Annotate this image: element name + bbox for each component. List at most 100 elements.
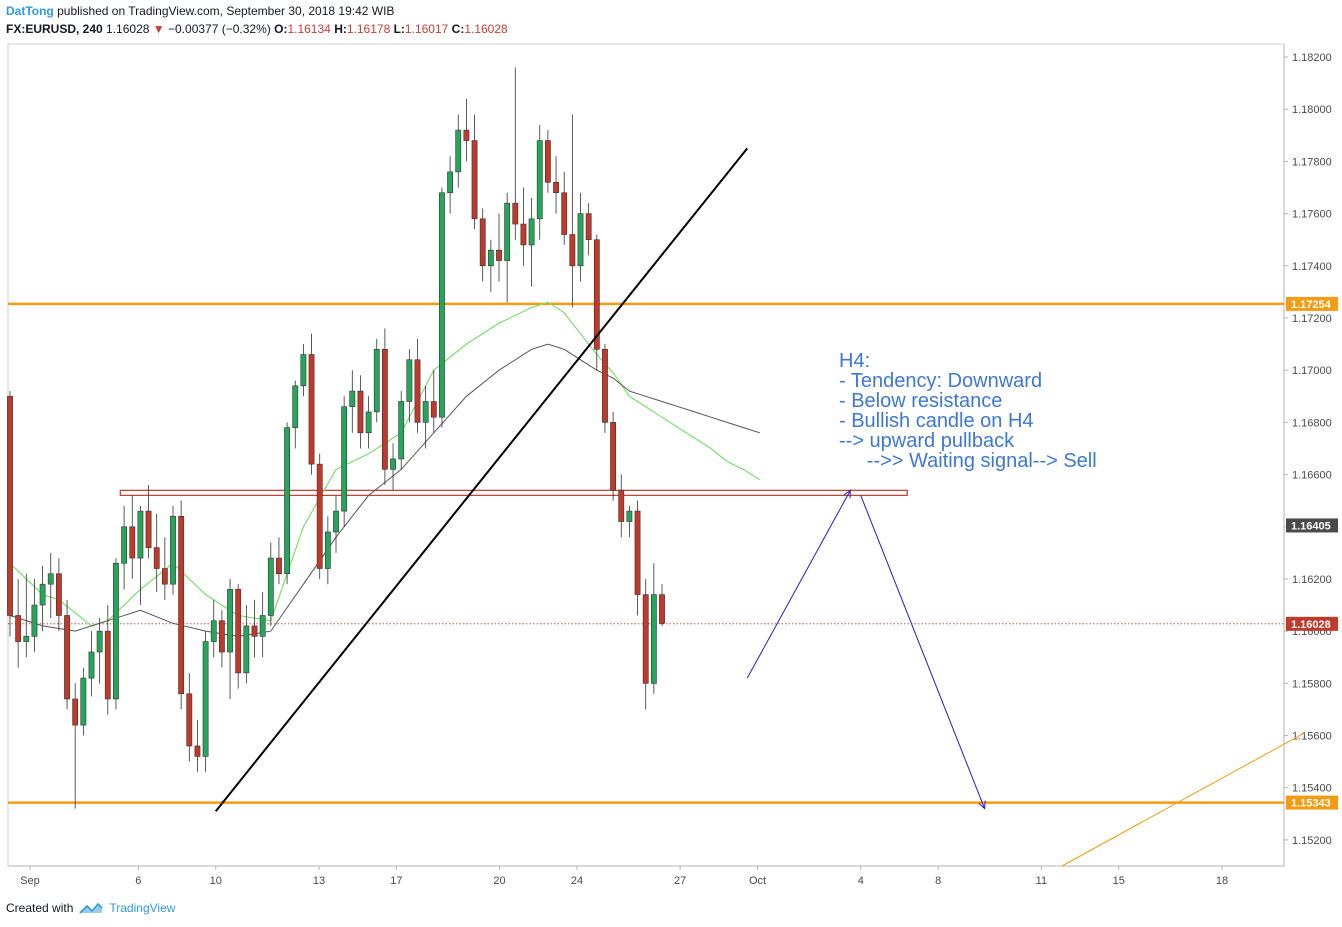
candle	[251, 599, 258, 658]
open-label: O:	[274, 22, 288, 36]
candle-body	[650, 594, 657, 684]
candle	[553, 156, 559, 214]
candle-body	[528, 218, 535, 246]
price-tick-label: 1.17400	[1292, 261, 1332, 273]
candle	[324, 516, 331, 585]
candle	[88, 631, 95, 697]
candle-body	[80, 677, 87, 726]
sell-arrowhead-icon	[978, 800, 986, 810]
time-tick-label: 24	[571, 875, 583, 887]
candle-body	[357, 390, 364, 434]
candle-body	[512, 202, 519, 225]
candle-body	[194, 745, 201, 757]
sell-arrow-line	[860, 495, 986, 809]
candle-body	[31, 604, 38, 637]
candle-body	[577, 213, 584, 267]
candle-body	[113, 562, 119, 700]
candle	[422, 385, 429, 449]
price-tick-label: 1.16800	[1292, 417, 1332, 429]
price-axis: 1.18200 1.18000 1.17800 1.17600 1.17400 1.172…	[1284, 52, 1332, 847]
moving-averages	[9, 301, 761, 637]
candle	[227, 578, 233, 699]
candle	[365, 396, 372, 449]
candle	[15, 578, 22, 668]
candle-body	[178, 516, 185, 695]
candle-body	[659, 594, 665, 624]
candle-body	[447, 171, 453, 194]
created-with-label: Created with	[6, 901, 74, 915]
candle-body	[202, 641, 209, 757]
tradingview-logo-icon	[79, 902, 103, 914]
time-axis: Sep 6 10 13 17 20 24 27 Oct 4 8 11 15 18	[20, 866, 1228, 887]
candle-body	[520, 223, 527, 246]
candle-body	[227, 589, 233, 653]
candle-body	[390, 458, 396, 470]
author-name[interactable]: DatTong	[6, 4, 54, 18]
candle	[64, 599, 70, 710]
candle-body	[373, 349, 380, 413]
candle-body	[210, 620, 217, 642]
annotation-line: - Below resistance	[839, 390, 1003, 412]
candle	[96, 618, 103, 684]
candle	[512, 67, 519, 240]
candle-body	[316, 463, 323, 569]
candle	[333, 495, 339, 553]
price-tick-label: 1.16600	[1292, 470, 1332, 482]
annotation-line: - Tendency: Downward	[839, 370, 1043, 392]
candle-body	[626, 510, 633, 522]
candle	[186, 672, 193, 762]
down-triangle-icon: ▼	[152, 22, 165, 36]
candle	[243, 605, 250, 684]
candle	[593, 234, 600, 371]
price-tag-box	[1286, 795, 1338, 810]
price-change: −0.00377 (−0.32%)	[168, 22, 271, 36]
tradingview-link[interactable]: TradingView	[79, 901, 175, 915]
price-tick-label: 1.15600	[1292, 731, 1332, 743]
candle-body	[406, 359, 413, 402]
candle	[316, 453, 323, 579]
candle	[390, 443, 396, 491]
candle	[202, 631, 209, 773]
candle-body	[300, 354, 307, 387]
slow-moving-average	[9, 343, 760, 637]
candle-body	[7, 395, 13, 616]
candle-body	[610, 422, 616, 491]
candle-body	[96, 630, 103, 653]
time-tick-label: 10	[210, 875, 222, 887]
candle-body	[479, 218, 486, 267]
time-tick-label: 8	[935, 875, 941, 887]
candle	[129, 495, 136, 579]
candle-body	[129, 526, 136, 559]
candle	[170, 505, 176, 595]
time-tick-label: 11	[1036, 875, 1047, 887]
candle-body	[471, 140, 478, 220]
candle	[569, 114, 576, 308]
price-tick-label: 1.17800	[1292, 156, 1332, 168]
candle	[121, 505, 127, 590]
candle	[137, 505, 144, 606]
last-price: 1.16028	[106, 22, 150, 36]
candle	[536, 124, 543, 240]
candle	[504, 192, 511, 303]
price-tick-label: 1.15400	[1292, 783, 1332, 795]
candle-body	[235, 589, 242, 674]
candle	[439, 187, 445, 428]
trend-line	[214, 147, 749, 812]
candle-body	[104, 630, 111, 700]
candle-body	[170, 516, 176, 585]
annotation-line: -->> Waiting signal--> Sell	[839, 450, 1097, 472]
candle	[210, 599, 217, 658]
extension-line	[1061, 732, 1305, 867]
high-label: H:	[334, 22, 347, 36]
candle	[626, 505, 633, 538]
candle	[104, 605, 111, 715]
candle-body	[544, 140, 551, 183]
candle-body	[398, 401, 405, 460]
candle	[194, 719, 201, 773]
candle-body	[430, 401, 437, 418]
price-tick-label: 1.15800	[1292, 678, 1332, 690]
price-tick-label: 1.15200	[1292, 835, 1332, 847]
candle-body	[55, 573, 62, 616]
plot-area[interactable]	[7, 43, 1285, 867]
